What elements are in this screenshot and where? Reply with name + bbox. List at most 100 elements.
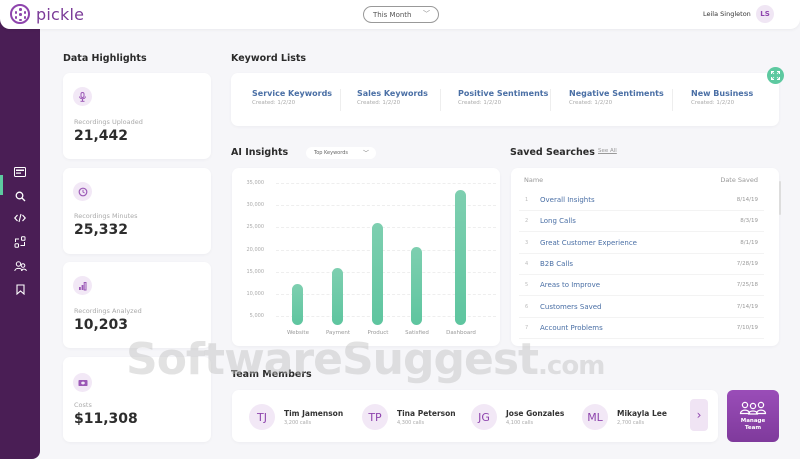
chart-bar[interactable] xyxy=(455,190,466,325)
saved-search-row[interactable]: 4 B2B Calls 7/28/19 xyxy=(519,254,764,275)
keyword-list-item[interactable]: Sales Keywords Created: 1/2/20 xyxy=(357,89,428,106)
saved-search-name[interactable]: Overall Insights xyxy=(540,196,595,204)
keyword-list-name: Positive Sentiments xyxy=(458,89,549,98)
stat-value: 10,203 xyxy=(74,317,129,333)
team-member[interactable]: ML Mikayla Lee 2,700 calls xyxy=(582,404,667,430)
stat-card-recordings-analyzed: Recordings Analyzed 10,203 xyxy=(63,262,211,348)
member-calls: 2,700 calls xyxy=(617,419,645,426)
saved-search-row[interactable]: 6 Customers Saved 7/14/19 xyxy=(519,297,764,318)
bookmark-icon[interactable] xyxy=(12,281,28,297)
keyword-list-item[interactable]: Positive Sentiments Created: 1/2/20 xyxy=(458,89,548,106)
sidebar xyxy=(0,14,40,459)
member-calls: 3,200 calls xyxy=(284,419,312,426)
keyword-list-date: Created: 1/2/20 xyxy=(252,100,296,106)
keyword-list-date: Created: 1/2/20 xyxy=(569,100,613,106)
next-members-button[interactable]: › xyxy=(690,399,708,431)
row-number: 7 xyxy=(525,324,529,331)
ai-insights-chart: 5,000 10,000 15,000 20,000 25,000 30,000 35,00… xyxy=(232,168,500,346)
stat-label: Recordings Analyzed xyxy=(74,307,142,315)
chevron-down-icon: ﹀ xyxy=(423,10,430,18)
grid-line xyxy=(276,271,496,273)
row-number: 5 xyxy=(525,282,529,289)
period-value: This Month xyxy=(373,10,412,19)
code-icon[interactable] xyxy=(12,210,28,226)
dashboard-card-icon[interactable] xyxy=(12,164,28,180)
saved-search-row[interactable]: 1 Overall Insights 8/14/19 xyxy=(519,190,764,211)
saved-search-row[interactable]: 3 Great Customer Experience 8/1/19 xyxy=(519,233,764,254)
insights-dropdown[interactable]: Top Keywords ﹀ xyxy=(306,147,376,159)
column-header-name: Name xyxy=(524,176,544,184)
logo[interactable]: pickle xyxy=(10,4,84,24)
grid-line xyxy=(276,205,496,207)
saved-search-row[interactable]: 5 Areas to Improve 7/25/18 xyxy=(519,275,764,297)
team-member[interactable]: TJ Tim Jamenson 3,200 calls xyxy=(249,404,343,430)
keyword-list-name: Service Keywords xyxy=(252,89,333,98)
scrollbar[interactable] xyxy=(779,181,781,215)
saved-search-name[interactable]: Areas to Improve xyxy=(540,281,601,290)
chart-bar[interactable] xyxy=(292,284,303,325)
chart-bar[interactable] xyxy=(372,222,383,325)
chart-bar[interactable] xyxy=(332,268,343,325)
stat-card-recordings-uploaded: Recordings Uploaded 21,442 xyxy=(63,73,211,159)
saved-search-name[interactable]: Account Problems xyxy=(540,323,603,332)
team-member[interactable]: TP Tina Peterson 4,300 calls xyxy=(362,404,456,430)
money-icon xyxy=(73,373,92,392)
grid-line xyxy=(276,227,496,229)
app-name: pickle xyxy=(36,4,85,24)
manage-team-label: Manage Team xyxy=(740,417,766,431)
x-axis-label: Product xyxy=(367,330,389,336)
x-axis-label: Website xyxy=(287,330,309,336)
saved-searches-table: Name Date Saved 1 Overall Insights 8/14/19… xyxy=(511,168,781,346)
keyword-list-date: Created: 1/2/20 xyxy=(458,100,502,106)
saved-search-row[interactable]: 7 Account Problems 7/10/19 xyxy=(519,318,764,339)
y-tick-label: 15,000 xyxy=(246,268,265,275)
expand-button[interactable] xyxy=(767,67,784,84)
chart-bar[interactable] xyxy=(411,246,422,325)
user-name[interactable]: Leila Singleton xyxy=(703,10,751,18)
team-member[interactable]: JG Jose Gonzales 4,100 calls xyxy=(471,404,564,430)
member-name: Mikayla Lee xyxy=(617,408,667,418)
see-all-link[interactable]: See All xyxy=(598,148,617,154)
manage-team-button[interactable]: Manage Team xyxy=(727,390,779,442)
column-header-date: Date Saved xyxy=(720,176,758,184)
keyword-list-item[interactable]: New Business Created: 1/2/20 xyxy=(691,89,753,106)
team-icon xyxy=(739,401,767,415)
stat-value: 25,332 xyxy=(74,222,129,238)
data-highlights-title: Data Highlights xyxy=(63,53,147,64)
search-icon[interactable] xyxy=(12,188,28,204)
keyword-list-name: Negative Sentiments xyxy=(569,89,664,98)
saved-search-name[interactable]: Customers Saved xyxy=(540,302,602,311)
user-avatar[interactable]: LS xyxy=(756,5,774,23)
microphone-icon xyxy=(73,87,92,106)
chevron-right-icon: › xyxy=(696,408,702,422)
saved-search-row[interactable]: 2 Long Calls 8/3/19 xyxy=(519,211,764,233)
team-members-card: TJ Tim Jamenson 3,200 calls TP Tina Peter… xyxy=(232,390,718,442)
stat-value: 21,442 xyxy=(74,128,129,144)
keyword-lists-title: Keyword Lists xyxy=(231,53,307,64)
member-avatar: TP xyxy=(362,404,388,430)
member-name: Jose Gonzales xyxy=(506,408,565,418)
grid-line xyxy=(276,293,496,295)
saved-search-date: 7/25/18 xyxy=(736,282,758,289)
saved-search-date: 8/1/19 xyxy=(740,239,758,246)
saved-search-name[interactable]: B2B Calls xyxy=(540,259,573,268)
row-number: 2 xyxy=(525,218,529,225)
ai-insights-title: AI Insights xyxy=(231,147,289,158)
users-icon[interactable] xyxy=(12,258,28,274)
member-name: Tim Jamenson xyxy=(284,408,344,418)
keyword-list-date: Created: 1/2/20 xyxy=(357,100,401,106)
row-number: 1 xyxy=(525,197,529,203)
keyword-list-item[interactable]: Service Keywords Created: 1/2/20 xyxy=(252,89,332,106)
row-number: 4 xyxy=(525,260,529,267)
member-calls: 4,300 calls xyxy=(397,419,425,426)
saved-search-name[interactable]: Long Calls xyxy=(540,217,576,226)
period-dropdown[interactable]: This Month ﹀ xyxy=(363,6,439,23)
saved-search-date: 7/14/19 xyxy=(736,303,758,310)
y-tick-label: 20,000 xyxy=(246,246,265,253)
divider xyxy=(672,89,673,111)
saved-search-name[interactable]: Great Customer Experience xyxy=(540,238,637,247)
keyword-list-item[interactable]: Negative Sentiments Created: 1/2/20 xyxy=(569,89,664,106)
workflow-icon[interactable] xyxy=(12,234,28,250)
y-tick-label: 30,000 xyxy=(246,202,265,209)
row-number: 3 xyxy=(525,239,529,246)
